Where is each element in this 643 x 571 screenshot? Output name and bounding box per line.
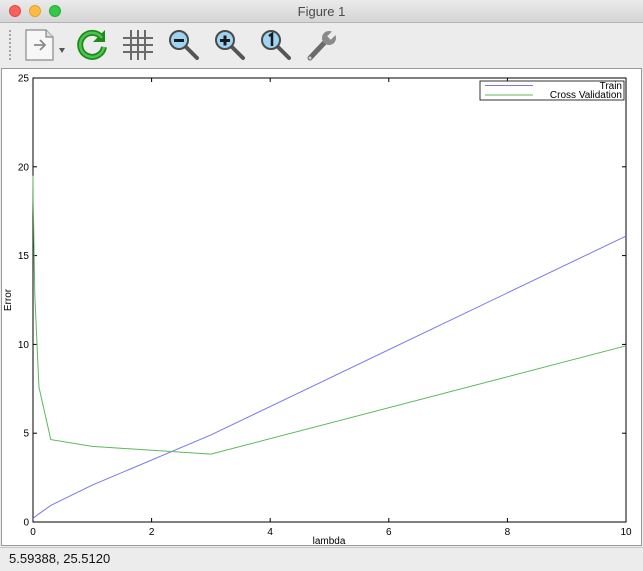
wrench-icon [307, 28, 339, 61]
x-tick-label: 10 [620, 527, 632, 538]
zoom-in-icon [215, 30, 245, 60]
x-tick-label: 2 [149, 527, 155, 538]
x-tick-label: 8 [505, 527, 511, 538]
refresh-icon [77, 29, 107, 60]
y-axis-label: Error [3, 288, 14, 311]
plot-svg[interactable]: 0 5 10 15 20 25 0 2 4 6 8 10 lambda Error Train Cr… [2, 69, 641, 546]
y-tick-label: 25 [18, 74, 30, 85]
x-tick-label: 6 [386, 527, 392, 538]
x-axis-label: lambda [313, 536, 346, 545]
zoom-one-icon [261, 30, 291, 60]
y-tick-label: 15 [18, 251, 30, 262]
status-bar: 5.59388, 25.5120 [0, 547, 643, 571]
grid-button[interactable] [120, 27, 156, 63]
refresh-button[interactable] [74, 27, 110, 63]
x-tick-label: 0 [30, 527, 36, 538]
save-button[interactable] [22, 27, 68, 63]
y-tick-label: 5 [23, 429, 29, 440]
y-tick-label: 20 [18, 162, 30, 173]
minimize-window-button[interactable] [29, 5, 41, 17]
toolbar [0, 23, 643, 67]
zoom-out-button[interactable] [166, 27, 202, 63]
close-window-button[interactable] [9, 5, 21, 17]
train-series-line [32, 235, 627, 520]
figure-canvas[interactable]: 0 5 10 15 20 25 0 2 4 6 8 10 lambda Error Train Cr… [1, 68, 642, 546]
zoom-reset-button[interactable] [258, 27, 294, 63]
cursor-coordinates: 5.59388, 25.5120 [9, 551, 111, 566]
toolbar-grip[interactable] [8, 29, 12, 61]
x-tick-label: 4 [267, 527, 273, 538]
document-save-icon [25, 29, 65, 61]
legend: Train Cross Validation [479, 80, 625, 101]
plot-frame [32, 77, 627, 523]
legend-label-train: Train [600, 81, 622, 92]
settings-button[interactable] [304, 27, 340, 63]
grid-icon [123, 30, 153, 60]
legend-label-cross-validation: Cross Validation [550, 90, 622, 101]
zoom-in-button[interactable] [212, 27, 248, 63]
y-tick-label: 10 [18, 340, 30, 351]
maximize-window-button[interactable] [49, 5, 61, 17]
y-tick-label: 0 [23, 518, 29, 529]
title-bar: Figure 1 [0, 0, 643, 23]
window-title: Figure 1 [297, 4, 346, 19]
cross-validation-series-line [32, 175, 627, 455]
zoom-out-icon [169, 30, 199, 60]
